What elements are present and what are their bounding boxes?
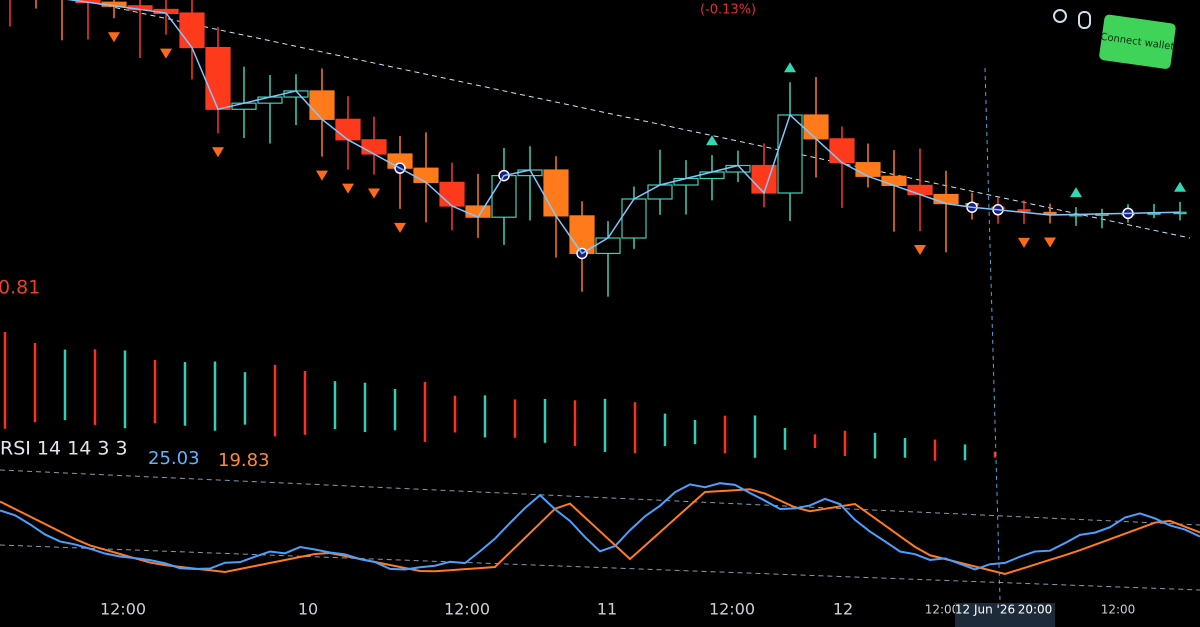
candle-body [673, 177, 699, 186]
signal-marker [108, 32, 120, 43]
candle-body [829, 138, 855, 164]
candle-body [569, 215, 595, 255]
icon[interactable] [1078, 11, 1091, 29]
rsi-d: 19.83 [218, 450, 270, 471]
time-label: 20:00 [1018, 603, 1053, 617]
signal-marker [1044, 237, 1056, 248]
ma-line [66, 0, 1181, 255]
time-label: 10 [298, 600, 318, 619]
trend-line [79, 0, 1191, 239]
candle-body [257, 96, 283, 104]
signal-marker [160, 48, 172, 59]
time-label: 12:00 [1101, 603, 1136, 617]
signal-marker [1174, 181, 1186, 192]
time-label: 11 [597, 600, 617, 619]
candle-body [621, 198, 647, 239]
candle-body [361, 139, 387, 155]
candle-body [179, 12, 205, 49]
candle-body [699, 171, 725, 180]
candle-body [205, 46, 231, 110]
candle-body [543, 169, 569, 217]
signal-marker [316, 170, 328, 181]
rsi-k: 25.03 [148, 448, 200, 469]
time-label: 12:00 [444, 600, 490, 619]
crosshair-time-box [955, 603, 1055, 627]
connect-wallet-button[interactable] [1099, 14, 1177, 70]
candle-body [647, 184, 673, 200]
candle-body [413, 167, 439, 183]
signal-marker [368, 188, 380, 199]
rsi-label: RSI 14 14 3 3 [0, 438, 128, 460]
price-chart [9, 0, 1191, 297]
candle-body [907, 184, 933, 196]
connect-wallet[interactable]: Connect wallet [1097, 14, 1177, 70]
icon[interactable] [1053, 9, 1067, 23]
candle-body [1017, 209, 1031, 212]
signal-marker [1070, 187, 1082, 198]
candle-body [933, 193, 959, 205]
candle-body [231, 102, 257, 110]
time-label: 12:00 [100, 600, 146, 619]
candle-body [1043, 211, 1057, 215]
crosshair [984, 67, 1001, 601]
candle-body [439, 181, 465, 207]
signal-marker [1018, 237, 1030, 248]
candle-body [595, 237, 621, 255]
candle-body [465, 205, 491, 218]
signal-marker [706, 135, 718, 146]
time-label: 12 [833, 600, 853, 619]
volume-histogram [3, 331, 997, 461]
signal-marker [342, 183, 354, 194]
time-label: 12 Jun '26 [955, 603, 1015, 617]
signal-marker [394, 222, 406, 233]
time-label: 12:00 [925, 603, 960, 617]
candle-body [309, 90, 335, 120]
rsi-k-line [0, 482, 1200, 571]
candle-body [335, 118, 361, 141]
price-change: (-0.13%) [700, 3, 756, 18]
rsi-band [0, 469, 1200, 526]
signal-marker [784, 62, 796, 73]
signal-marker [914, 244, 926, 255]
time-label: 12:00 [709, 600, 755, 619]
candle-body [777, 114, 803, 194]
candle-body [491, 175, 517, 218]
candle-body [881, 175, 907, 187]
candle-body [855, 162, 881, 177]
candle-body [803, 114, 829, 140]
price-label: 0.81 [0, 277, 40, 299]
signal-marker [212, 147, 224, 158]
